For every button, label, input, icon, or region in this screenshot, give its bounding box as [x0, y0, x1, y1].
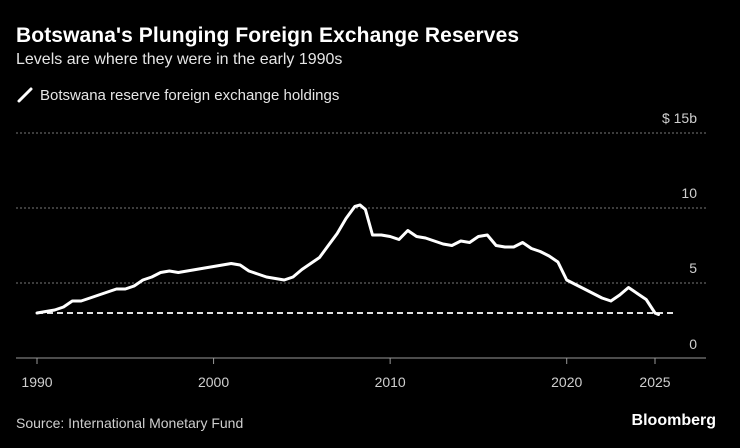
x-tick-label-2025: 2025: [639, 374, 670, 390]
y-tick-label-15: $ 15b: [662, 110, 697, 126]
legend-line-icon: [17, 87, 33, 103]
y-tick-label-10: 10: [681, 185, 697, 201]
bloomberg-logo: Bloomberg: [631, 412, 716, 429]
source-note: Source: International Monetary Fund: [16, 415, 244, 431]
x-tick-label-2020: 2020: [551, 374, 582, 390]
chart-title: Botswana's Plunging Foreign Exchange Res…: [16, 24, 520, 47]
legend-label: Botswana reserve foreign exchange holdin…: [40, 86, 340, 104]
legend: Botswana reserve foreign exchange holdin…: [16, 86, 339, 104]
y-tick-label-5: 5: [689, 260, 697, 276]
chart-subtitle: Levels are where they were in the early …: [16, 51, 343, 68]
x-tick-label-1990: 1990: [21, 374, 52, 390]
series-line-reserves: [35, 203, 660, 316]
x-tick-label-2010: 2010: [375, 374, 406, 390]
x-tick-label-2000: 2000: [198, 374, 229, 390]
y-tick-label-0: 0: [689, 336, 697, 352]
